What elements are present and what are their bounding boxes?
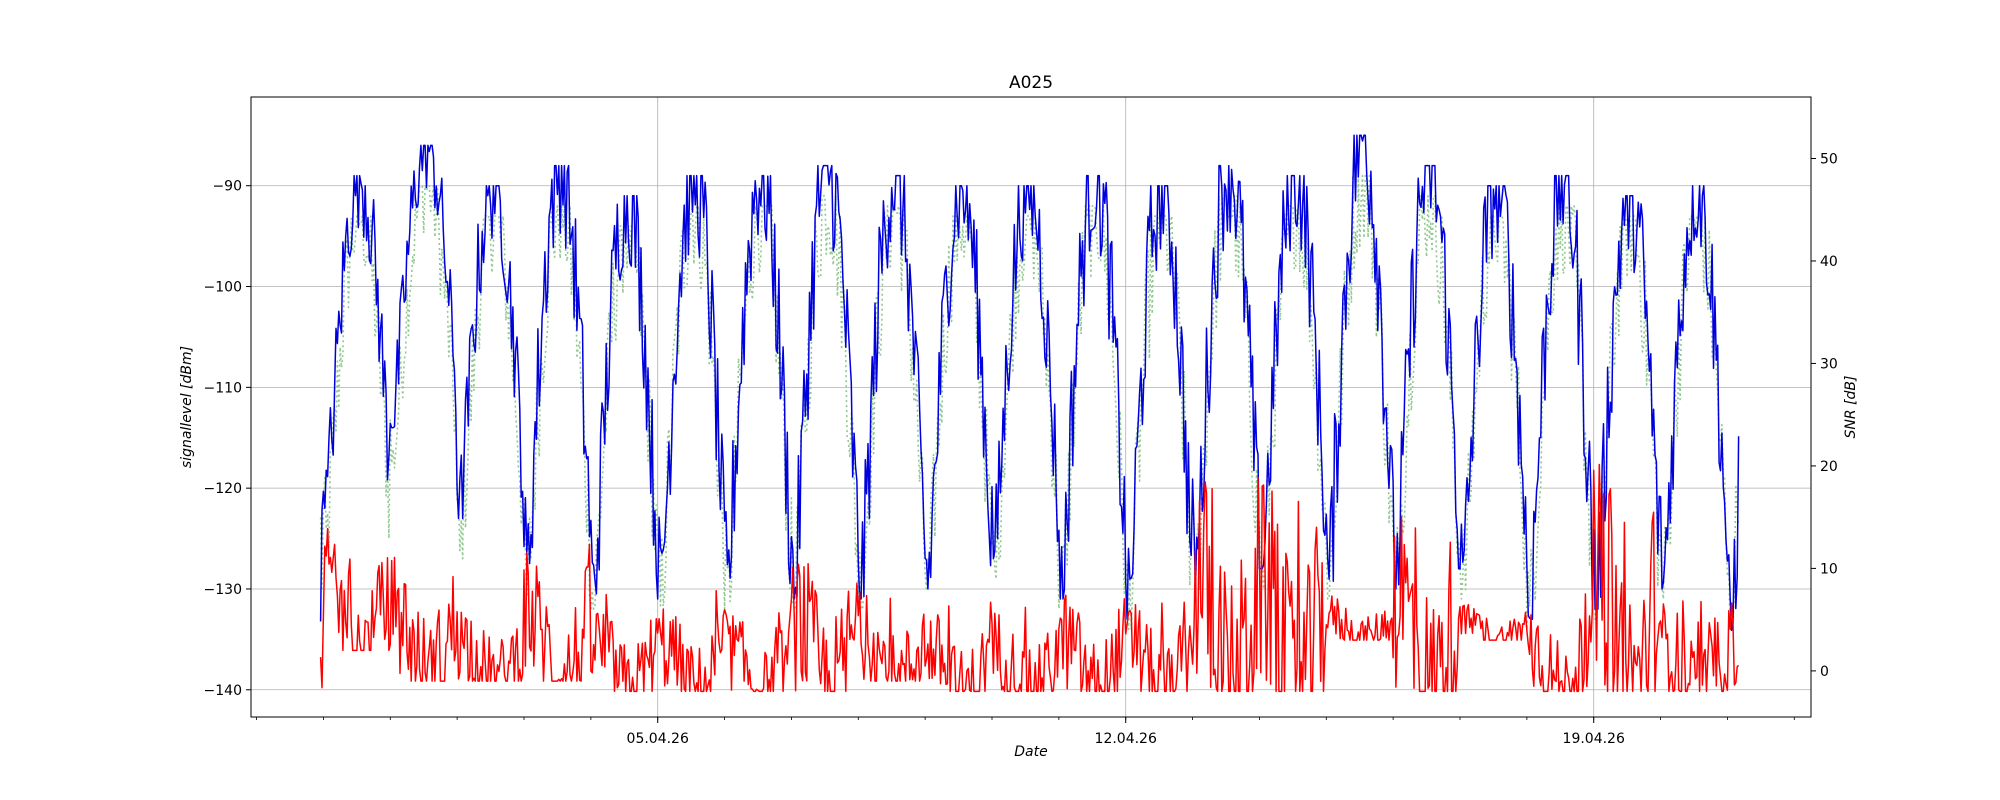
series-line-2	[319, 463, 1740, 693]
left-tick-label: −120	[204, 481, 242, 497]
plot-frame	[250, 96, 1812, 718]
x-tick-label: 12.04.26	[1095, 731, 1157, 747]
left-axis: −90 −100 −110 −120 −130 −140	[204, 179, 251, 699]
right-axis: 50 40 30 20 10 0	[1811, 151, 1838, 680]
left-axis-label: signallevel [dBm]	[179, 346, 195, 468]
right-tick-label: 30	[1820, 356, 1838, 372]
right-axis-label: SNR [dB]	[1843, 376, 1859, 439]
right-tick-label: 20	[1820, 459, 1838, 475]
right-tick-label: 40	[1820, 254, 1838, 270]
series-layer	[319, 134, 1740, 693]
x-tick-label: 05.04.26	[627, 731, 689, 747]
right-tick-label: 0	[1820, 664, 1829, 680]
series-line-1	[319, 174, 1740, 631]
right-tick-label: 10	[1820, 561, 1838, 577]
left-tick-label: −110	[204, 380, 242, 396]
x-tick-label: 19.04.26	[1563, 731, 1625, 747]
left-tick-label: −90	[212, 179, 242, 195]
x-axis-label: Date	[1014, 744, 1047, 760]
x-axis: 05.04.26 12.04.26 19.04.26	[256, 717, 1795, 747]
left-tick-label: −130	[204, 582, 242, 598]
series-line-0	[319, 134, 1740, 632]
left-tick-label: −140	[204, 683, 242, 699]
left-tick-label: −100	[204, 280, 242, 296]
right-tick-label: 50	[1820, 151, 1838, 167]
chart-title: A025	[1009, 73, 1053, 93]
